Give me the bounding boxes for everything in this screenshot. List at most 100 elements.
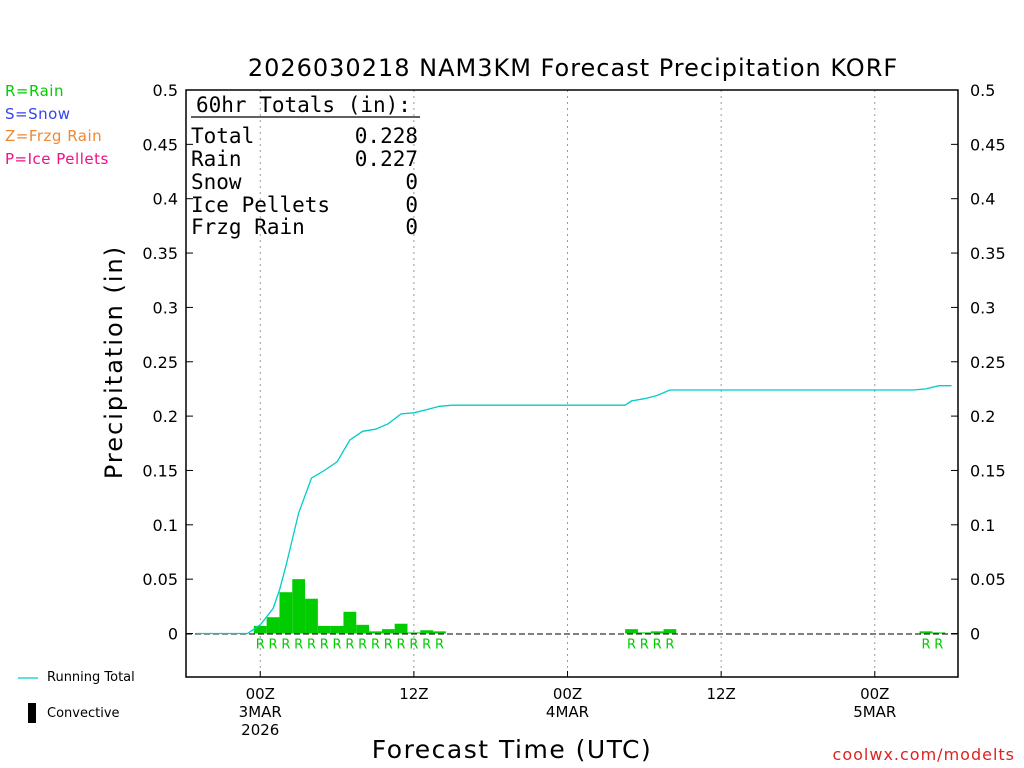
x-tick-label: 4MAR [546, 703, 589, 721]
y-tick-label-right: 0.2 [970, 407, 995, 426]
precip-bar [266, 617, 280, 634]
precip-bar [381, 629, 395, 634]
credit-text: coolwx.com/modelts [832, 745, 1015, 764]
totals-heading: 60hr Totals (in): [196, 93, 411, 117]
y-tick-label-right: 0.05 [970, 570, 1006, 589]
precip-type-marker: R [371, 638, 380, 653]
y-tick-label-left: 0.35 [142, 244, 178, 263]
x-axis-label: Forecast Time (UTC) [372, 735, 652, 764]
totals-box: 60hr Totals (in): Total 0.228 Rain 0.227… [191, 93, 420, 239]
y-axis-label: Precipitation (in) [100, 245, 128, 479]
precip-type-marker: R [333, 638, 342, 653]
precip-bar [253, 625, 267, 634]
legend-frzg-rain: Z=Frzg Rain [5, 127, 103, 145]
precip-bar [663, 629, 677, 634]
y-tick-label-left: 0.2 [153, 407, 178, 426]
legend-ice-pellets: P=Ice Pellets [5, 150, 109, 168]
y-axis-ticks: 0 00.05 0.050.1 0.10.15 0.150.2 0.20.25 0.250.… [142, 81, 1005, 644]
y-tick-label-left: 0.05 [142, 570, 178, 589]
x-tick-label: 00Z [246, 685, 275, 703]
y-tick-label-left: 0.25 [142, 353, 178, 372]
legend-running-total: Running Total [47, 670, 135, 685]
precip-bar [407, 632, 421, 634]
precip-type-marker: R [294, 638, 303, 653]
precip-type-marker: R [422, 638, 431, 653]
y-tick-label-right: 0.1 [970, 516, 995, 535]
precip-bar [356, 624, 370, 634]
precip-type-marker: R [256, 638, 265, 653]
totals-value-rain: 0.227 [355, 147, 418, 171]
precip-type-marker: R [384, 638, 393, 653]
y-tick-label-left: 0 [168, 625, 178, 644]
y-tick-label-right: 0.25 [970, 353, 1006, 372]
precip-bar [932, 632, 946, 634]
y-tick-label-left: 0.45 [142, 135, 178, 154]
precip-bar [433, 631, 446, 634]
precip-bar [394, 623, 408, 634]
y-tick-label-left: 0.3 [153, 298, 178, 317]
totals-label-total: Total [191, 124, 254, 148]
precip-type-marker: R [307, 638, 316, 653]
x-tick-label: 12Z [706, 685, 735, 703]
plot-frame [185, 89, 959, 678]
precip-type-marker: R [640, 638, 649, 653]
x-tick-label: 3MAR [239, 703, 282, 721]
legend-rain: R=Rain [5, 82, 64, 100]
legend-convective: Convective [47, 706, 120, 721]
precip-type-marker: R [345, 638, 354, 653]
grid-lines [259, 90, 876, 677]
y-tick-label-right: 0.4 [970, 190, 995, 209]
precip-bar [305, 598, 318, 634]
x-tick-label: 2026 [241, 721, 279, 739]
precip-bar [292, 579, 306, 634]
precip-type-marker: R [269, 638, 278, 653]
precip-type-marker: R [435, 638, 444, 653]
y-tick-label-left: 0.1 [153, 516, 178, 535]
y-tick-label-right: 0.5 [970, 81, 995, 100]
precip-type-marker: R [320, 638, 329, 653]
precip-type-marker: R [921, 638, 930, 653]
chart-title: 2026030218 NAM3KM Forecast Precipitation… [248, 54, 898, 82]
running-total-line [196, 385, 952, 635]
totals-label-frzg-rain: Frzg Rain [191, 215, 305, 239]
totals-value-ice-pellets: 0 [405, 193, 418, 217]
precip-bar [330, 625, 344, 634]
precip-bar [650, 631, 664, 634]
totals-label-rain: Rain [191, 147, 242, 171]
legend-snow: S=Snow [5, 105, 71, 123]
y-tick-label-left: 0.5 [153, 81, 178, 100]
legend-convective-label: Convective [47, 706, 120, 721]
y-tick-label-right: 0.45 [970, 135, 1006, 154]
totals-value-frzg-rain: 0 [405, 215, 418, 239]
precip-type-marker: R [653, 638, 662, 653]
precip-type-marker: R [397, 638, 406, 653]
convective-legend-swatch [28, 703, 36, 723]
y-tick-label-right: 0.3 [970, 298, 995, 317]
precip-type-marker: R [358, 638, 367, 653]
totals-label-snow: Snow [191, 170, 242, 194]
totals-value-snow: 0 [405, 170, 418, 194]
precip-bar [637, 632, 651, 634]
precip-bar [919, 631, 933, 634]
precip-type-marker: R [281, 638, 290, 653]
precip-bar [343, 611, 357, 634]
totals-value-total: 0.228 [355, 124, 418, 148]
precip-type-marker: R [409, 638, 418, 653]
y-tick-label-right: 0.15 [970, 461, 1006, 480]
x-tick-label: 00Z [860, 685, 889, 703]
precip-type-marker: R [627, 638, 636, 653]
precip-type-marker: R [934, 638, 943, 653]
x-tick-label: 5MAR [853, 703, 896, 721]
precip-bars [253, 579, 946, 634]
precip-bar [317, 625, 331, 634]
y-tick-label-right: 0 [970, 625, 980, 644]
precip-bar [279, 592, 293, 634]
precip-type-marker: R [665, 638, 674, 653]
x-tick-label: 12Z [399, 685, 428, 703]
precip-bar [625, 629, 638, 634]
y-tick-label-left: 0.4 [153, 190, 178, 209]
totals-label-ice-pellets: Ice Pellets [191, 193, 330, 217]
